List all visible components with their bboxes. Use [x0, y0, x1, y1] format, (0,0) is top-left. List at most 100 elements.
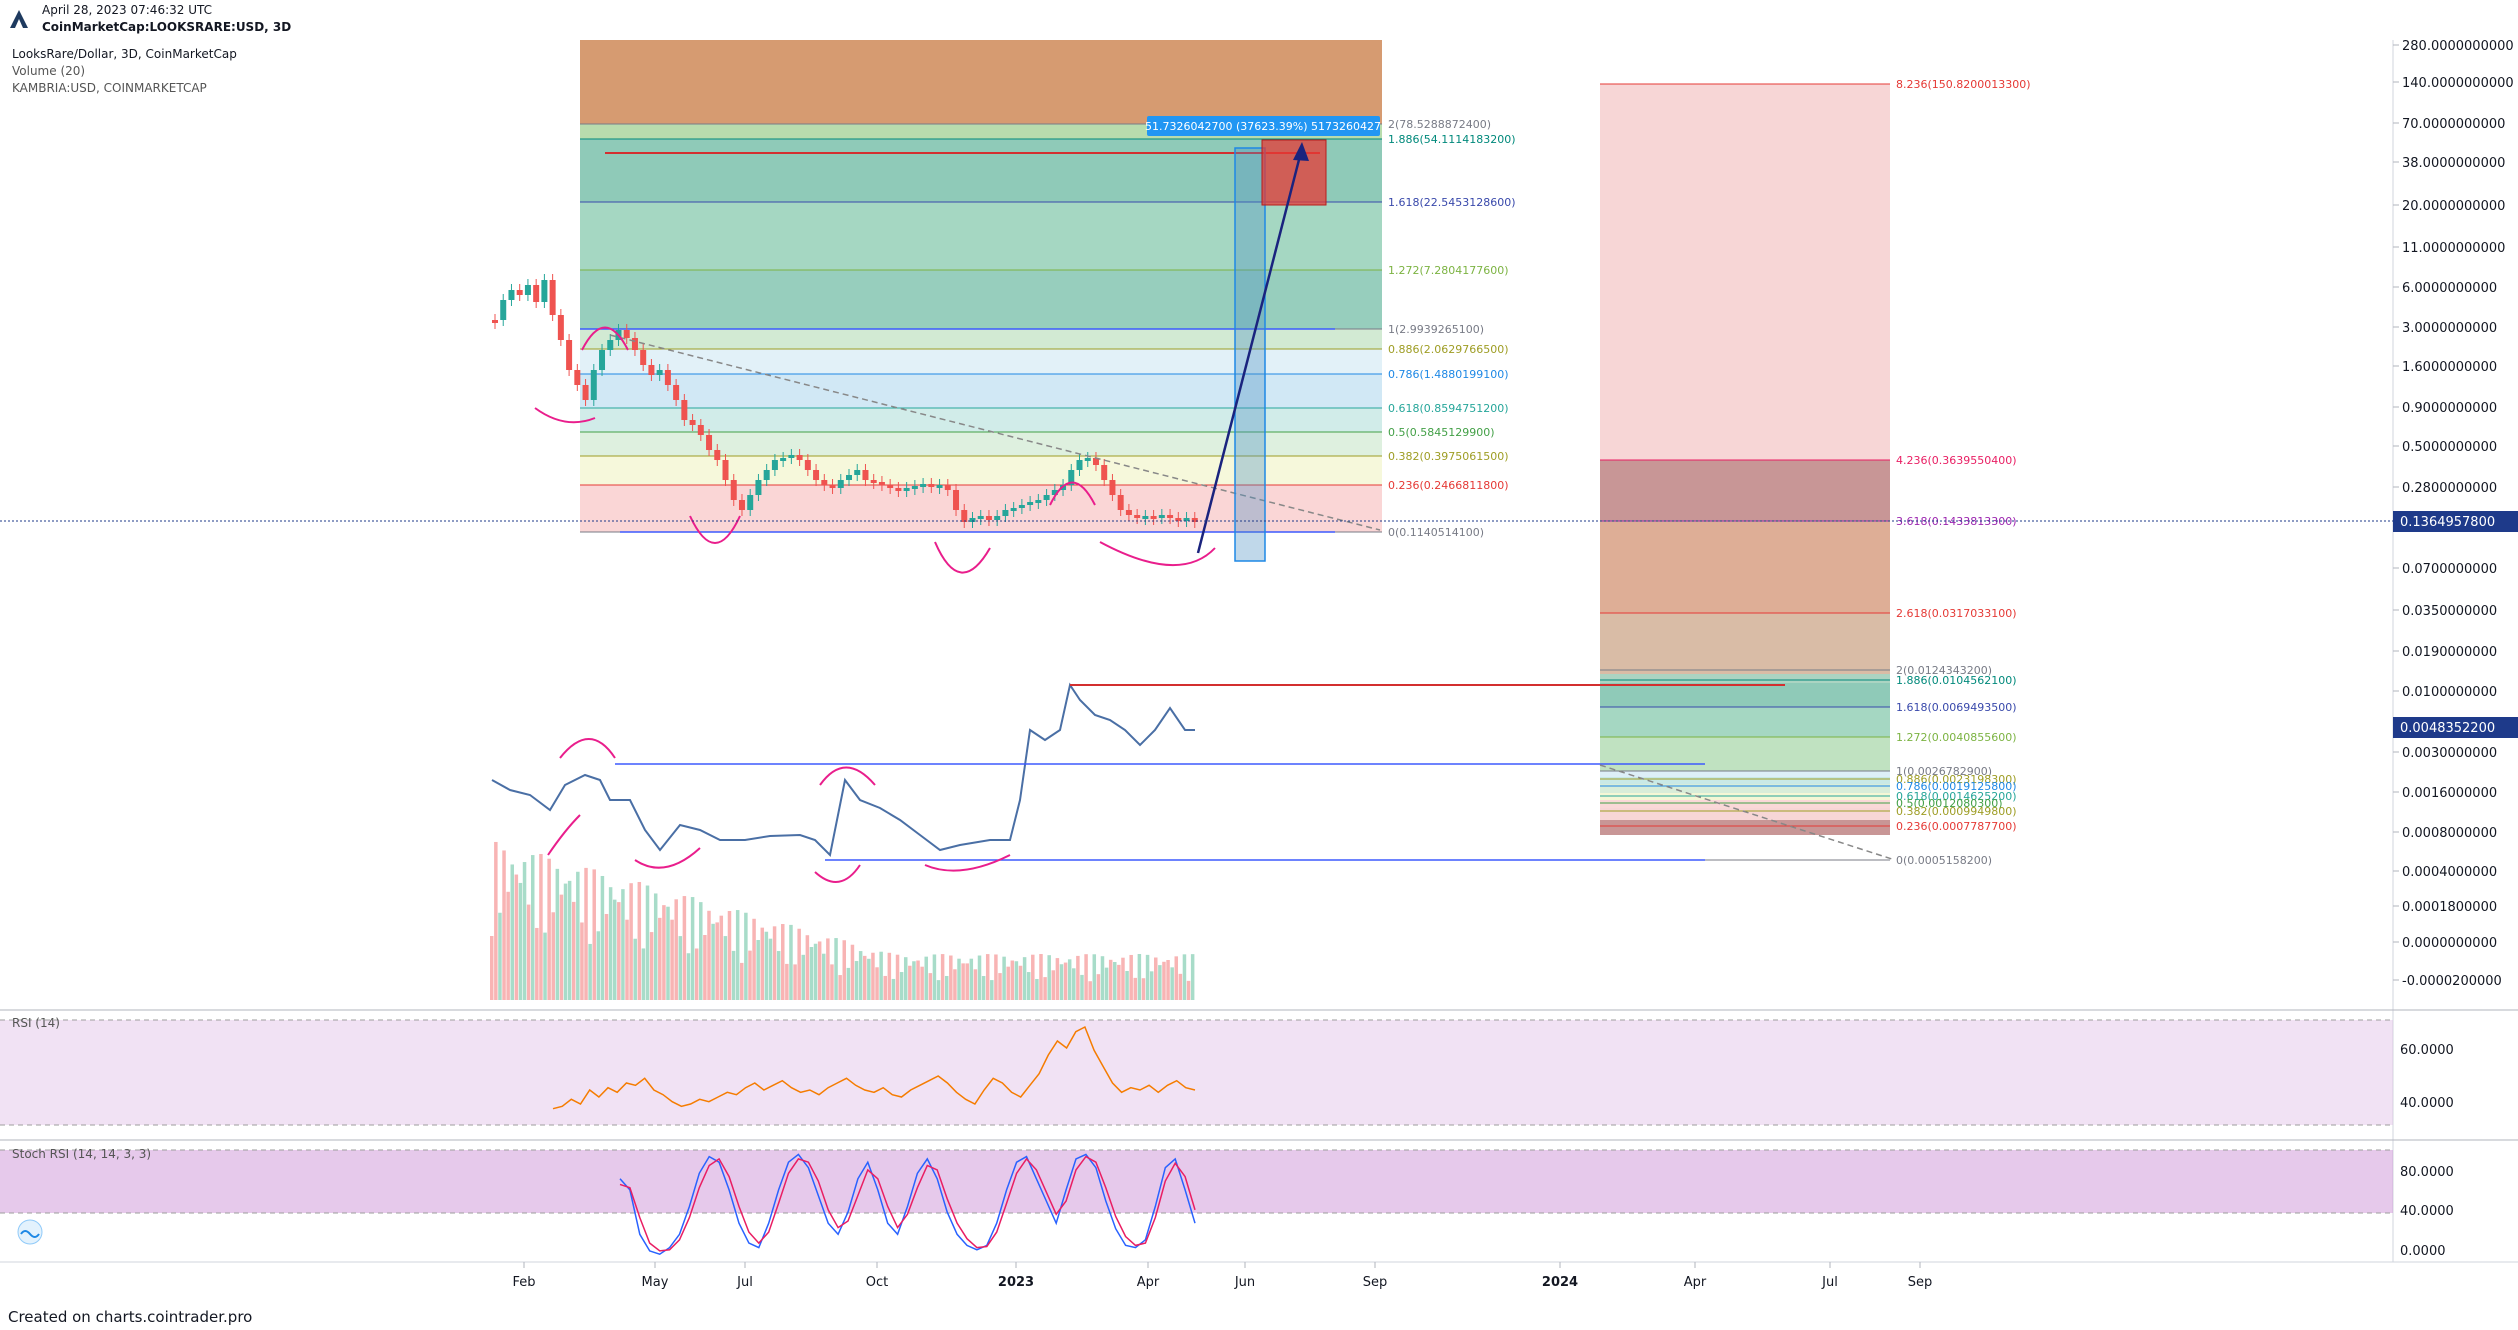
candle-body — [1125, 510, 1132, 515]
fib-level-label: 0.886(0.0023198300) — [1896, 773, 2017, 786]
volume-bar — [649, 932, 654, 1000]
volume-bar — [768, 938, 773, 1000]
candle-body — [1150, 516, 1157, 519]
compare-trendline[interactable] — [1599, 764, 1896, 861]
time-tick-label: Oct — [866, 1275, 888, 1290]
volume-bar — [1006, 966, 1010, 1000]
rsi-tick-60: 60.0000 — [2400, 1043, 2454, 1058]
candle-body — [895, 488, 902, 491]
fib-level-label: 1.886(54.1114183200) — [1388, 133, 1516, 146]
stoch-title: Stoch RSI (14, 14, 3, 3) — [12, 1147, 151, 1161]
volume-bar — [879, 951, 883, 1000]
volume-bar — [490, 936, 494, 1000]
volume-bar — [1092, 954, 1097, 1000]
volume-bar — [604, 913, 609, 1000]
stoch-tick-80: 80.0000 — [2400, 1165, 2454, 1180]
volume-bars — [490, 841, 1195, 1000]
price-axis[interactable]: 280.0000000000 140.0000000000 70.000000000… — [2393, 40, 2514, 989]
tradingview-badge-icon[interactable] — [17, 1219, 43, 1245]
volume-bar — [912, 961, 916, 1000]
snapshot-timestamp: April 28, 2023 07:46:32 UTC — [42, 3, 212, 17]
fib-zone — [1600, 737, 1890, 771]
volume-bar — [1026, 972, 1031, 1000]
price-tick-label: 0.5000000000 — [2402, 440, 2497, 455]
fib-level-label: 1.618(0.0069493500) — [1896, 701, 2017, 714]
volume-bar — [1100, 956, 1105, 1000]
volume-bar — [658, 917, 662, 1000]
volume-bar — [547, 858, 551, 1000]
volume-bar — [817, 941, 822, 1000]
target-zone-box[interactable] — [1261, 139, 1327, 206]
fib-extension-top[interactable]: 2(78.5288872400) 1.886(54.1114183200) 1.61… — [580, 40, 1516, 539]
volume-bar — [899, 972, 904, 1000]
volume-bar — [694, 948, 699, 1000]
volume-bar — [653, 893, 658, 1000]
volume-bar — [584, 867, 588, 1000]
volume-bar — [506, 891, 510, 1000]
volume-bar — [621, 889, 625, 1000]
volume-bar — [625, 919, 629, 1000]
volume-bar — [846, 967, 851, 1000]
volume-bar — [1104, 967, 1109, 1000]
volume-bar — [662, 905, 666, 1000]
time-axis[interactable]: Feb May Jul Oct 2023 Apr Jun Sep 2024 Apr Jul Sep — [512, 1262, 1932, 1290]
volume-bar — [711, 923, 715, 1000]
price-tick-label: 0.0030000000 — [2402, 746, 2497, 761]
volume-bar — [920, 966, 924, 1000]
volume-bar — [674, 899, 678, 1000]
volume-bar — [1096, 974, 1101, 1000]
volume-bar — [1154, 957, 1158, 1000]
volume-bar — [990, 980, 994, 1000]
volume-bar — [567, 880, 572, 1000]
fib-level-label: 0(0.0005158200) — [1896, 854, 1992, 867]
candle-body — [747, 495, 754, 510]
rsi-title: RSI (14) — [12, 1016, 60, 1030]
volume-bar — [908, 965, 912, 1000]
candle-body — [936, 485, 943, 488]
price-tick-label: 0.0700000000 — [2402, 562, 2497, 577]
projection-arrow[interactable] — [1196, 147, 1304, 554]
candle-body — [813, 470, 820, 480]
fib-extension-bottom[interactable]: 8.236(150.8200013300) 4.236(0.3639550400)… — [1600, 78, 2031, 867]
candle-body — [640, 350, 647, 365]
price-tick-label: 140.0000000000 — [2402, 76, 2514, 91]
candle-body — [631, 338, 638, 350]
descending-trendline[interactable] — [609, 334, 1381, 531]
volume-bar — [1145, 954, 1150, 1000]
volume-bar — [1108, 959, 1113, 1000]
candle-body — [714, 450, 721, 460]
price-tick-label: 0.0190000000 — [2402, 645, 2497, 660]
fib-zone — [1600, 683, 1890, 707]
price-tick-label: 20.0000000000 — [2402, 199, 2505, 214]
volume-bar — [776, 951, 781, 1000]
fib-level-label: 0.5(0.0012080300) — [1896, 797, 2003, 810]
volume-bar — [801, 954, 806, 1000]
chart-canvas[interactable]: 2(78.5288872400) 1.886(54.1114183200) 1.61… — [0, 40, 2518, 1302]
volume-bar — [862, 955, 867, 1000]
volume-bar — [1051, 970, 1056, 1000]
candle-body — [788, 455, 795, 458]
fib-level-label: 1(2.9939265100) — [1388, 323, 1484, 336]
volume-bar — [916, 960, 920, 1000]
price-candles — [492, 274, 1198, 528]
volume-bar — [760, 927, 765, 1000]
volume-bar — [1063, 962, 1068, 1000]
candle-body — [985, 516, 992, 520]
candle-body — [533, 285, 540, 302]
candle-body — [780, 458, 787, 461]
price-tick-label: 0.0008000000 — [2402, 826, 2497, 841]
volume-bar — [543, 932, 547, 1000]
candle-body — [524, 285, 531, 295]
volume-bar — [576, 871, 580, 1000]
volume-bar — [526, 904, 531, 1000]
price-tick-label: 38.0000000000 — [2402, 156, 2505, 171]
fib-zone — [580, 270, 1382, 329]
candle-body — [599, 350, 606, 370]
volume-bar — [756, 940, 760, 1000]
time-tick-label: Sep — [1908, 1275, 1933, 1290]
volume-bar — [678, 936, 683, 1000]
volume-bar — [612, 899, 617, 1000]
legend-title: LooksRare/Dollar, 3D, CoinMarketCap — [12, 47, 237, 61]
volume-bar — [944, 975, 949, 1000]
candle-body — [870, 480, 877, 483]
